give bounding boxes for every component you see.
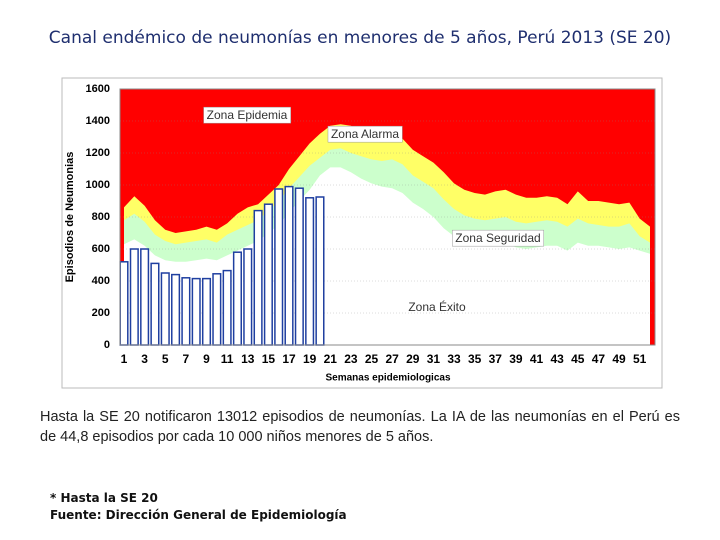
- bar: [201, 277, 212, 346]
- x-tick-label: 11: [221, 352, 234, 366]
- x-tick-label: 9: [203, 352, 210, 366]
- x-tick-label: 31: [427, 352, 441, 366]
- x-axis-label: Semanas epidemiologicas: [325, 373, 450, 384]
- x-tick-label: 1: [121, 352, 128, 366]
- bar: [294, 187, 304, 346]
- bar: [232, 251, 243, 346]
- y-tick-label: 0: [104, 339, 110, 351]
- y-tick-label: 1200: [86, 147, 110, 159]
- x-tick-label: 47: [592, 352, 606, 366]
- y-tick-label: 800: [92, 211, 110, 223]
- label-box: [452, 229, 544, 247]
- label-box: [203, 106, 291, 124]
- x-tick-label: 3: [141, 352, 148, 366]
- x-tick-label: 39: [509, 352, 523, 366]
- bar: [181, 277, 191, 346]
- zone-label: Zona Alarma: [331, 127, 399, 141]
- x-tick-label: 43: [550, 352, 564, 366]
- y-tick-label: 1600: [86, 83, 110, 95]
- bar: [160, 272, 170, 346]
- bar: [212, 273, 222, 346]
- notes: * Hasta la SE 20 Fuente: Dirección Gener…: [50, 490, 347, 524]
- zone-label: Zona Seguridad: [455, 231, 540, 245]
- x-tick-label: 25: [365, 352, 379, 366]
- x-tick-label: 7: [183, 352, 190, 366]
- bar: [274, 188, 284, 346]
- x-tick-label: 33: [447, 352, 461, 366]
- x-tick-label: 17: [282, 352, 296, 366]
- bar: [119, 261, 129, 346]
- x-tick-label: 27: [385, 352, 399, 366]
- bar: [171, 273, 181, 346]
- x-tick-label: 23: [344, 352, 358, 366]
- bar: [222, 269, 232, 346]
- chart-title: Canal endémico de neumonías en menores d…: [48, 28, 672, 48]
- x-tick-label: 19: [303, 352, 317, 366]
- zone-label: Zona Epidemia: [207, 108, 288, 122]
- x-tick-label: 15: [262, 352, 276, 366]
- bar: [253, 209, 263, 346]
- bar: [129, 248, 139, 346]
- bar: [191, 277, 201, 346]
- bar: [150, 262, 160, 346]
- y-tick-label: 200: [92, 307, 110, 319]
- bar: [305, 197, 315, 346]
- y-tick-label: 400: [92, 275, 110, 287]
- bar: [315, 196, 325, 346]
- zone-label: Zona Éxito: [408, 299, 466, 314]
- y-axis-label: Episodios de Neumonias: [64, 152, 76, 283]
- label-box: [327, 125, 403, 143]
- y-tick-label: 600: [92, 243, 110, 255]
- plot-border: [119, 88, 656, 346]
- x-tick-label: 13: [241, 352, 255, 366]
- bar: [140, 248, 150, 346]
- x-tick-label: 35: [468, 352, 482, 366]
- summary-paragraph: Hasta la SE 20 notificaron 13012 episodi…: [40, 409, 680, 445]
- x-tick-label: 29: [406, 352, 420, 366]
- bar: [284, 185, 294, 346]
- x-tick-label: 5: [162, 352, 169, 366]
- note: Fuente: Dirección General de Epidemiolog…: [50, 508, 347, 522]
- x-tick-label: 45: [571, 352, 585, 366]
- y-tick-label: 1000: [86, 179, 110, 191]
- x-tick-label: 51: [633, 352, 647, 366]
- x-tick-label: 21: [324, 352, 338, 366]
- x-tick-label: 37: [489, 352, 503, 366]
- bar: [243, 248, 253, 346]
- x-tick-label: 41: [530, 352, 544, 366]
- note: * Hasta la SE 20: [50, 491, 158, 505]
- bar: [263, 203, 273, 346]
- chart: Semanas epidemiologicas Episodios de Neu…: [61, 77, 663, 389]
- y-tick-label: 1400: [86, 115, 110, 127]
- x-tick-label: 49: [612, 352, 626, 366]
